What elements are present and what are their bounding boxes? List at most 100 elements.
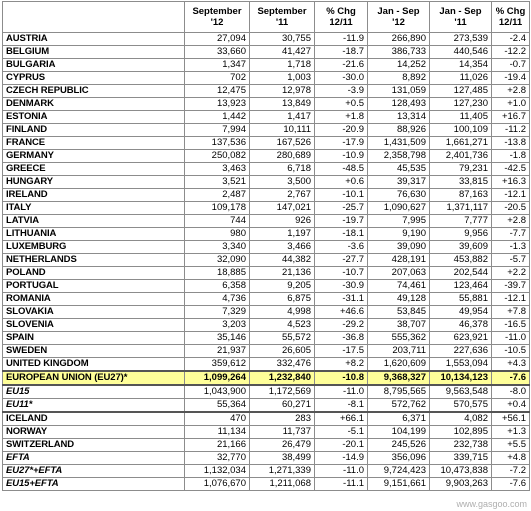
value-cell: 7,777 bbox=[429, 214, 492, 228]
value-cell: 21,937 bbox=[184, 344, 250, 358]
value-cell: 3,500 bbox=[249, 175, 315, 189]
value-cell: 26,479 bbox=[249, 438, 315, 452]
value-cell: 2,401,736 bbox=[429, 149, 492, 163]
value-cell: -10.7 bbox=[314, 266, 368, 280]
table-row: GREECE 3,463 6,718 -48.5 45,535 79,231 -42.5 bbox=[2, 162, 530, 176]
country-name: SWEDEN bbox=[2, 344, 185, 358]
value-cell: +0.5 bbox=[314, 97, 368, 111]
value-cell: 3,203 bbox=[184, 318, 250, 332]
eu15-efta-total-row: EU15+EFTA 1,076,670 1,211,068 -11.1 9,151,66… bbox=[2, 477, 530, 491]
value-cell: 32,770 bbox=[184, 451, 250, 465]
value-cell: -12.1 bbox=[491, 188, 530, 202]
value-cell: 1,718 bbox=[249, 58, 315, 72]
value-cell: 359,612 bbox=[184, 357, 250, 372]
value-cell: -10.9 bbox=[314, 149, 368, 163]
table-body: AUSTRIA 27,094 30,755 -11.9 266,890 273,539 -2… bbox=[2, 32, 530, 491]
value-cell: 702 bbox=[184, 71, 250, 85]
value-cell: -30.9 bbox=[314, 279, 368, 293]
country-name: BULGARIA bbox=[2, 58, 185, 72]
value-cell: -7.2 bbox=[491, 464, 530, 478]
country-name: EU11* bbox=[2, 398, 185, 413]
value-cell: 1,553,094 bbox=[429, 357, 492, 372]
value-cell: -7.6 bbox=[491, 477, 530, 491]
value-cell: 266,890 bbox=[367, 32, 430, 46]
country-name: EU15+EFTA bbox=[2, 477, 185, 491]
value-cell: +46.6 bbox=[314, 305, 368, 319]
country-name: AUSTRIA bbox=[2, 32, 185, 46]
value-cell: -12.2 bbox=[491, 45, 530, 59]
value-cell: -29.2 bbox=[314, 318, 368, 332]
eu15-total-row: EU15 1,043,900 1,172,569 -11.0 8,795,565 9,56… bbox=[2, 384, 530, 399]
value-cell: -1.8 bbox=[491, 149, 530, 163]
country-name: PORTUGAL bbox=[2, 279, 185, 293]
table-row: FINLAND 7,994 10,111 -20.9 88,926 100,109 -11.… bbox=[2, 123, 530, 137]
country-name: LATVIA bbox=[2, 214, 185, 228]
value-cell: 87,163 bbox=[429, 188, 492, 202]
value-cell: 102,895 bbox=[429, 425, 492, 439]
value-cell: 100,109 bbox=[429, 123, 492, 137]
value-cell: 30,755 bbox=[249, 32, 315, 46]
value-cell: 1,132,034 bbox=[184, 464, 250, 478]
value-cell: 12,978 bbox=[249, 84, 315, 98]
value-cell: 980 bbox=[184, 227, 250, 241]
value-cell: 32,090 bbox=[184, 253, 250, 267]
header-cell-3: % Chg 12/11 bbox=[314, 1, 368, 33]
value-cell: -8.1 bbox=[314, 398, 368, 413]
table-row: SWITZERLAND 21,166 26,479 -20.1 245,526 232,7… bbox=[2, 438, 530, 452]
value-cell: -42.5 bbox=[491, 162, 530, 176]
value-cell: +5.5 bbox=[491, 438, 530, 452]
value-cell: 1,076,670 bbox=[184, 477, 250, 491]
value-cell: 440,546 bbox=[429, 45, 492, 59]
country-name: HUNGARY bbox=[2, 175, 185, 189]
value-cell: 1,211,068 bbox=[249, 477, 315, 491]
value-cell: 386,733 bbox=[367, 45, 430, 59]
value-cell: 1,090,627 bbox=[367, 201, 430, 215]
value-cell: 38,499 bbox=[249, 451, 315, 465]
value-cell: 55,572 bbox=[249, 331, 315, 345]
table-row: SLOVAKIA 7,329 4,998 +46.6 53,845 49,954 +7.8 bbox=[2, 305, 530, 319]
value-cell: 11,134 bbox=[184, 425, 250, 439]
value-cell: 21,136 bbox=[249, 266, 315, 280]
value-cell: -7.6 bbox=[491, 370, 530, 386]
value-cell: 14,354 bbox=[429, 58, 492, 72]
value-cell: 33,660 bbox=[184, 45, 250, 59]
value-cell: 1,442 bbox=[184, 110, 250, 124]
value-cell: 1,232,840 bbox=[249, 370, 315, 386]
value-cell: 202,544 bbox=[429, 266, 492, 280]
value-cell: 147,021 bbox=[249, 201, 315, 215]
value-cell: -20.9 bbox=[314, 123, 368, 137]
value-cell: 11,737 bbox=[249, 425, 315, 439]
value-cell: 2,487 bbox=[184, 188, 250, 202]
value-cell: 203,711 bbox=[367, 344, 430, 358]
table-row: ROMANIA 4,736 6,875 -31.1 49,128 55,881 -12.1 bbox=[2, 292, 530, 306]
value-cell: 3,466 bbox=[249, 240, 315, 254]
value-cell: 250,082 bbox=[184, 149, 250, 163]
value-cell: +7.8 bbox=[491, 305, 530, 319]
value-cell: 9,956 bbox=[429, 227, 492, 241]
value-cell: 9,151,661 bbox=[367, 477, 430, 491]
value-cell: 12,475 bbox=[184, 84, 250, 98]
value-cell: +66.1 bbox=[314, 411, 368, 426]
country-name: SWITZERLAND bbox=[2, 438, 185, 452]
value-cell: 428,191 bbox=[367, 253, 430, 267]
value-cell: 18,885 bbox=[184, 266, 250, 280]
value-cell: 49,954 bbox=[429, 305, 492, 319]
country-name: IRELAND bbox=[2, 188, 185, 202]
country-name: SPAIN bbox=[2, 331, 185, 345]
value-cell: +2.8 bbox=[491, 214, 530, 228]
value-cell: 6,358 bbox=[184, 279, 250, 293]
value-cell: -31.1 bbox=[314, 292, 368, 306]
header-cell-4: Jan - Sep '12 bbox=[367, 1, 430, 33]
value-cell: +1.0 bbox=[491, 97, 530, 111]
table-row: IRELAND 2,487 2,767 -10.1 76,630 87,163 -12.1 bbox=[2, 188, 530, 202]
value-cell: -10.8 bbox=[314, 370, 368, 386]
value-cell: -21.6 bbox=[314, 58, 368, 72]
value-cell: 7,995 bbox=[367, 214, 430, 228]
value-cell: -8.0 bbox=[491, 384, 530, 399]
value-cell: 9,368,327 bbox=[367, 370, 430, 386]
value-cell: 8,892 bbox=[367, 71, 430, 85]
table-row: CZECH REPUBLIC 12,475 12,978 -3.9 131,059 127… bbox=[2, 84, 530, 98]
value-cell: 4,082 bbox=[429, 411, 492, 426]
value-cell: 13,314 bbox=[367, 110, 430, 124]
value-cell: 55,364 bbox=[184, 398, 250, 413]
